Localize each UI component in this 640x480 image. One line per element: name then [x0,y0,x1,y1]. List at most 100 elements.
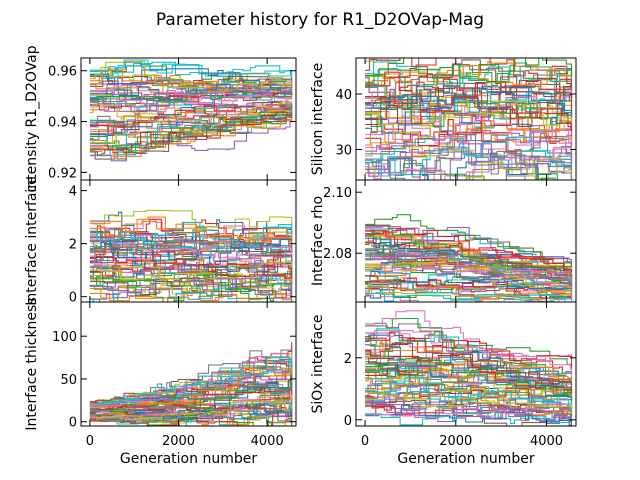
series-line [365,385,573,420]
series-line [365,136,573,177]
y-tick-label: 0.96 [48,65,77,80]
series-group [365,310,573,426]
series-line [365,152,573,180]
x-axis-label: Generation number [120,451,257,467]
y-axis-label: SiOx interface [310,315,326,414]
series-line [365,292,573,302]
y-tick-label: 0 [344,414,352,429]
series-line [89,286,293,302]
series-line [365,58,573,83]
series-line [365,150,573,180]
series-line [89,108,293,146]
series-line [365,60,573,94]
series-line [89,408,293,421]
series-line [365,228,573,270]
series-line [89,286,238,302]
y-tick-label: 2.08 [323,247,352,262]
series-line [365,228,573,281]
series-line [89,102,293,133]
series-line [89,89,293,113]
series-line [89,278,293,299]
series-line [365,281,573,299]
series-line [89,232,293,262]
series-line [89,393,293,417]
series-line [89,274,293,302]
series-line [365,151,573,180]
series-line [365,76,573,105]
series-line [89,220,293,239]
series-line [365,250,573,283]
y-tick-label: 0 [69,291,77,306]
axes-frame [355,301,577,427]
series-line [365,249,573,276]
series-line [89,407,293,425]
y-axis-label: intensity R1_D2OVap [24,45,40,192]
series-line [365,275,573,295]
series-line [89,342,293,403]
series-line [365,337,573,367]
series-line [89,75,293,90]
y-tick-label: 0 [69,416,77,431]
series-line [365,404,573,426]
series-line [365,342,573,391]
series-line [365,134,573,164]
series-line [89,237,293,255]
x-tick-label: 4000 [530,434,563,449]
series-line [89,111,293,150]
series-line [365,334,573,388]
subplot-5: 0 2000 4000 0 50 100 Interface thickness Genera… [24,297,297,467]
series-line [365,100,573,138]
series-line [365,383,573,415]
series-line [365,157,573,180]
series-line [365,370,573,398]
series-line [395,163,573,180]
series-group [89,209,293,302]
series-line [89,106,293,136]
y-tick-label: 30 [335,144,352,159]
series-line [89,272,293,299]
series-line [89,92,293,101]
series-group [365,58,573,180]
series-line [365,286,573,302]
series-line [365,106,573,134]
y-tick-label: 100 [52,330,77,345]
series-line [365,270,573,291]
series-line [89,120,293,162]
series-line [89,259,293,278]
series-line [365,330,573,376]
series-line [365,225,573,263]
series-line [365,347,573,395]
series-line [440,173,558,180]
y-axis-label: Silicon interface [310,63,326,176]
series-line [89,248,293,274]
x-tick-label: 0 [361,434,369,449]
series-group [89,342,293,426]
series-line [365,404,573,421]
series-line [89,86,293,103]
series-line [365,250,573,285]
series-line [89,270,293,295]
subplot-2: 30 40 Silicon interface [310,57,577,181]
y-axis-label: Interface thickness [24,297,40,430]
subplot-6: 0 2000 4000 0 2 SiOx interface Generation numb… [310,301,577,467]
series-group [89,59,293,162]
series-line [89,381,293,413]
series-line [89,256,293,279]
series-line [89,102,293,122]
series-line [365,282,554,302]
series-line [89,393,293,421]
series-line [89,110,293,160]
series-line [89,62,293,79]
series-line [89,101,293,128]
series-line [365,137,573,168]
series-line [89,252,293,285]
y-tick-label: 2 [69,238,77,253]
series-line [89,296,275,302]
series-line [89,394,293,416]
y-tick-label: 2 [344,352,352,367]
series-line [365,58,573,98]
series-line [89,221,293,246]
y-tick-label: 0.92 [48,166,77,181]
